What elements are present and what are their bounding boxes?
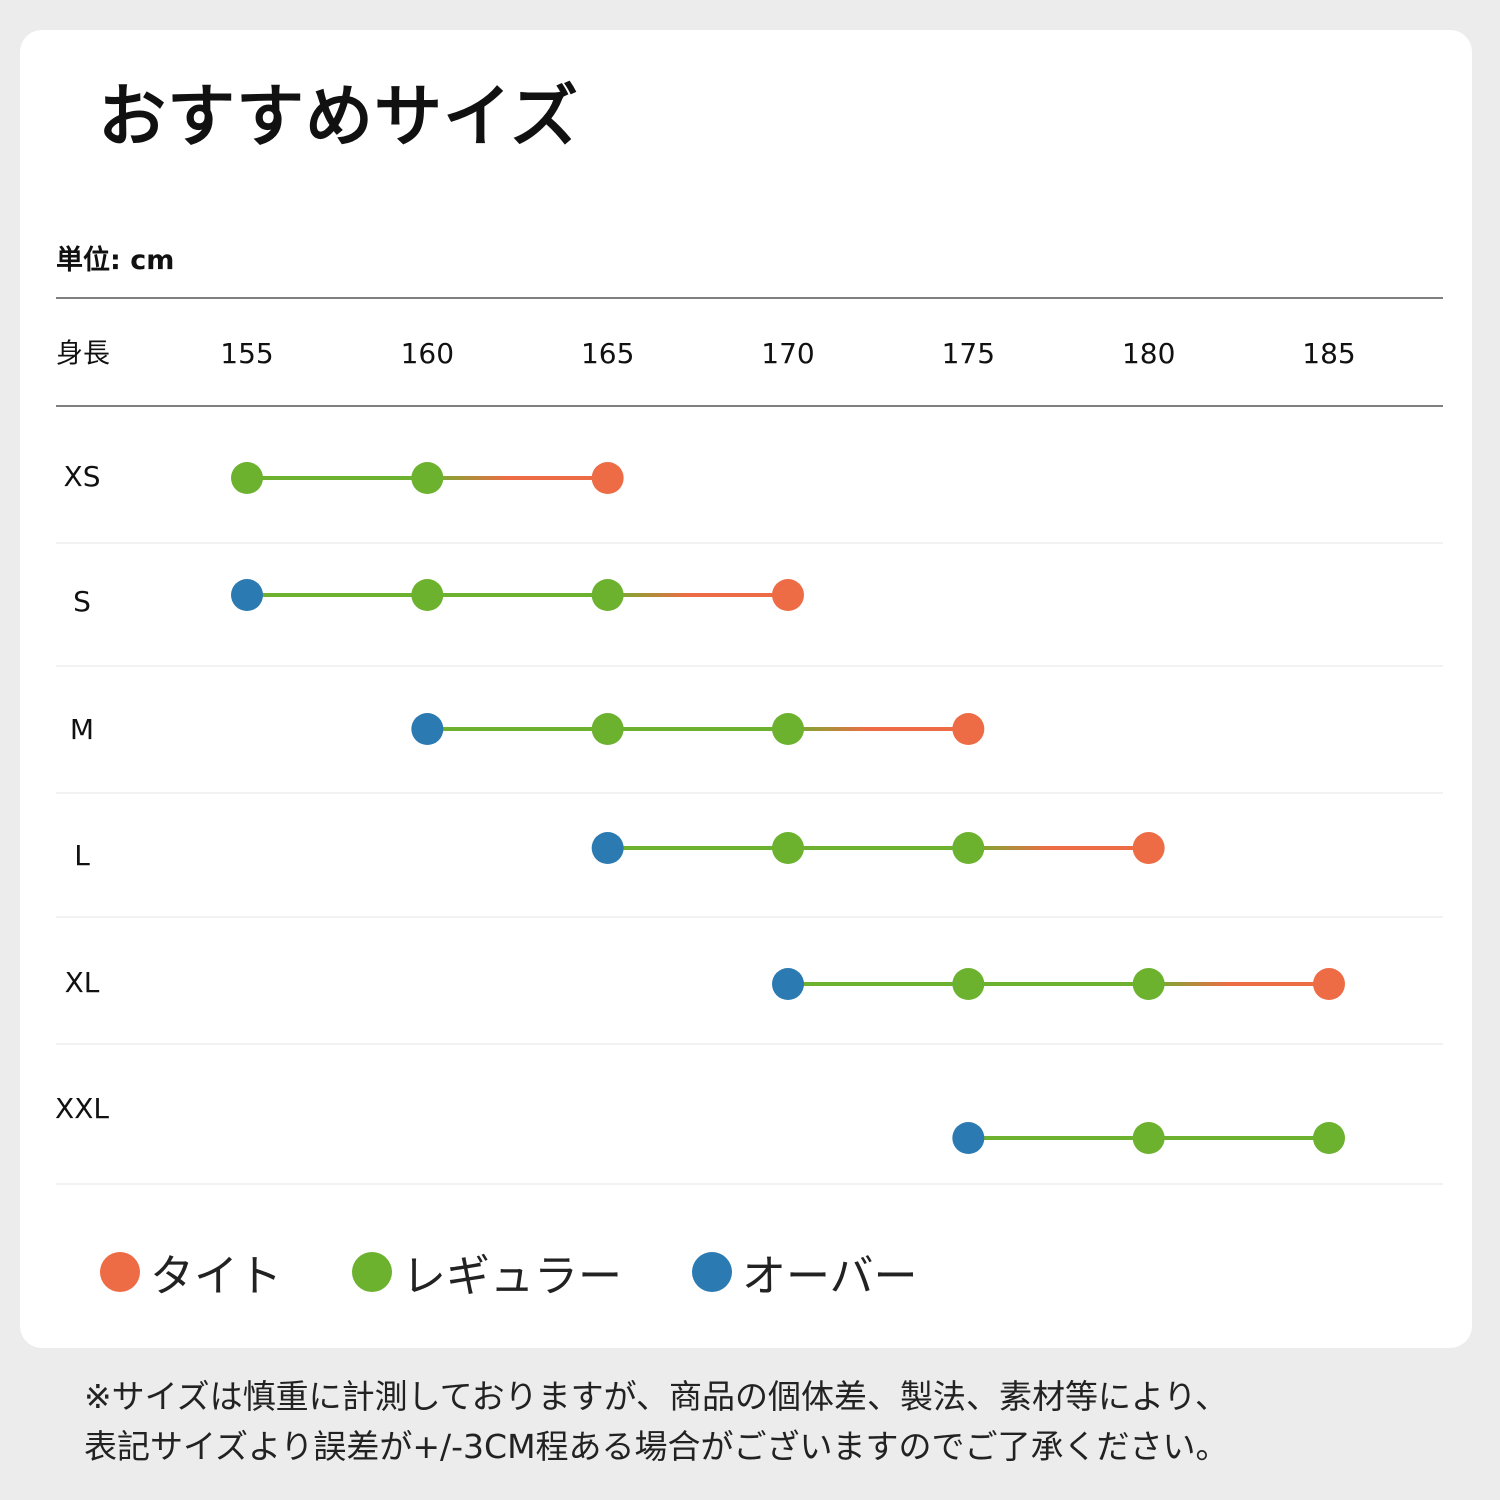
- dot-xxl-175-over: [952, 1122, 985, 1154]
- row-label-l: L: [74, 839, 90, 872]
- regular-dot-icon: [352, 1252, 392, 1292]
- page-title: おすすめサイズ: [98, 78, 579, 157]
- dot-xl-185-tight: [1313, 968, 1345, 1000]
- dot-xs-160-regular: [411, 462, 444, 494]
- x-tick-label: 160: [401, 337, 454, 370]
- x-tick-label: 155: [220, 337, 273, 370]
- dot-m-175-tight: [952, 713, 985, 745]
- dot-l-175-regular: [952, 832, 985, 864]
- dot-xs-155-regular: [231, 462, 263, 494]
- x-tick-label: 170: [761, 337, 814, 370]
- x-tick-label: 165: [581, 337, 634, 370]
- legend: タイト レギュラー オーバー: [100, 1240, 988, 1304]
- legend-item-tight: タイト: [100, 1240, 282, 1304]
- x-tick-label: 175: [942, 337, 995, 370]
- legend-item-regular: レギュラー: [352, 1240, 622, 1304]
- x-tick-label: 185: [1302, 337, 1355, 370]
- dot-xl-175-regular: [952, 968, 985, 1000]
- row-label-xl: XL: [65, 966, 100, 999]
- row-label-m: M: [70, 713, 94, 746]
- x-axis-label: 身長: [56, 339, 110, 370]
- legend-label-over: オーバー: [742, 1251, 918, 1302]
- over-dot-icon: [692, 1252, 732, 1292]
- tight-dot-icon: [100, 1252, 140, 1292]
- legend-item-over: オーバー: [692, 1240, 918, 1304]
- legend-label-tight: タイト: [150, 1251, 282, 1302]
- legend-label-regular: レギュラー: [402, 1251, 622, 1302]
- dot-m-170-regular: [772, 713, 804, 745]
- row-label-s: S: [73, 585, 91, 618]
- note-line-2: 表記サイズより誤差が+/-3CM程ある場合がございますのでご了承ください。: [84, 1427, 1229, 1466]
- dot-xxl-180-regular: [1132, 1122, 1165, 1154]
- note-line-1: ※サイズは慎重に計測しておりますが、商品の個体差、製法、素材等により、: [84, 1377, 1229, 1416]
- dot-m-160-over: [411, 713, 444, 745]
- dot-l-180-tight: [1132, 832, 1165, 864]
- dot-xs-165-tight: [591, 462, 624, 494]
- dot-m-165-regular: [591, 713, 624, 745]
- dot-xl-180-regular: [1132, 968, 1165, 1000]
- dot-xl-170-over: [772, 968, 804, 1000]
- row-label-xxl: XXL: [55, 1092, 109, 1125]
- dot-xxl-185-regular: [1313, 1122, 1345, 1154]
- dot-l-165-over: [591, 832, 624, 864]
- dot-s-160-regular: [411, 579, 444, 611]
- dot-s-155-over: [231, 579, 263, 611]
- size-chart-card: [20, 30, 1472, 1348]
- disclaimer-note: ※サイズは慎重に計測しておりますが、商品の個体差、製法、素材等により、 表記サイ…: [84, 1372, 1464, 1472]
- row-label-xs: XS: [64, 460, 101, 493]
- unit-label: 単位: cm: [56, 245, 175, 276]
- dot-s-170-tight: [772, 579, 804, 611]
- dot-s-165-regular: [591, 579, 624, 611]
- dot-l-170-regular: [772, 832, 804, 864]
- x-tick-label: 180: [1122, 337, 1175, 370]
